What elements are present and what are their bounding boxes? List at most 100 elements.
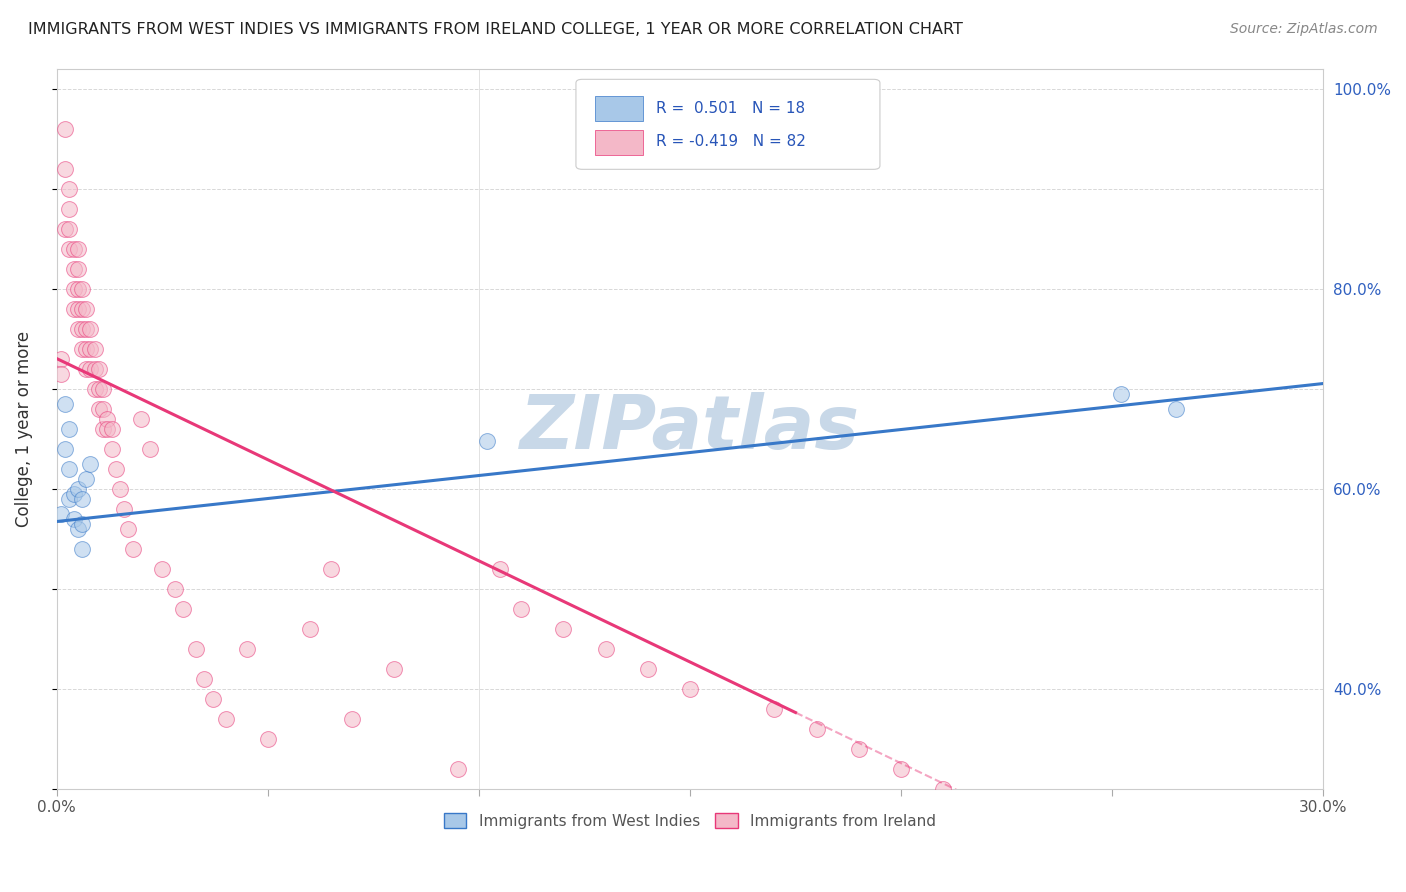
Point	[932, 781, 955, 796]
Point	[763, 701, 786, 715]
Point	[66, 242, 89, 256]
Point	[66, 301, 89, 316]
Text: R =  0.501   N = 18: R = 0.501 N = 18	[655, 101, 804, 116]
Point	[91, 421, 114, 435]
Point	[447, 762, 470, 776]
Point	[70, 491, 93, 506]
Point	[53, 442, 76, 456]
Text: Source: ZipAtlas.com: Source: ZipAtlas.com	[1230, 22, 1378, 37]
Point	[510, 601, 533, 615]
Point	[79, 361, 101, 376]
Point	[75, 342, 97, 356]
Point	[75, 471, 97, 485]
Point	[66, 321, 89, 335]
Point	[112, 501, 135, 516]
Point	[66, 482, 89, 496]
Point	[87, 401, 110, 416]
Point	[298, 622, 321, 636]
Text: IMMIGRANTS FROM WEST INDIES VS IMMIGRANTS FROM IRELAND COLLEGE, 1 YEAR OR MORE C: IMMIGRANTS FROM WEST INDIES VS IMMIGRANT…	[28, 22, 963, 37]
Point	[340, 712, 363, 726]
FancyBboxPatch shape	[576, 79, 880, 169]
Point	[96, 411, 118, 425]
Point	[679, 681, 702, 696]
Point	[62, 261, 84, 276]
Point	[100, 421, 122, 435]
Point	[62, 281, 84, 295]
Point	[91, 401, 114, 416]
Point	[235, 641, 257, 656]
Point	[138, 442, 160, 456]
Point	[53, 121, 76, 136]
Point	[70, 541, 93, 556]
Point	[58, 242, 80, 256]
Point	[117, 522, 139, 536]
Point	[83, 382, 105, 396]
Point	[66, 281, 89, 295]
Point	[70, 321, 93, 335]
Point	[75, 361, 97, 376]
Point	[1249, 881, 1271, 892]
Point	[91, 382, 114, 396]
Point	[66, 261, 89, 276]
Point	[70, 281, 93, 295]
Point	[79, 457, 101, 471]
Point	[1122, 841, 1144, 855]
Point	[87, 361, 110, 376]
Point	[256, 731, 278, 746]
Point	[129, 411, 152, 425]
Point	[53, 161, 76, 176]
Point	[1164, 401, 1187, 416]
Point	[70, 301, 93, 316]
Point	[79, 321, 101, 335]
Point	[58, 221, 80, 235]
Point	[104, 461, 127, 475]
Point	[595, 641, 617, 656]
Point	[58, 202, 80, 216]
Point	[193, 672, 215, 686]
Text: R = -0.419   N = 82: R = -0.419 N = 82	[655, 135, 806, 150]
Point	[79, 342, 101, 356]
Point	[49, 367, 72, 381]
Point	[75, 321, 97, 335]
Point	[201, 691, 224, 706]
Point	[75, 301, 97, 316]
Point	[87, 382, 110, 396]
Point	[62, 486, 84, 500]
Point	[58, 421, 80, 435]
Point	[121, 541, 143, 556]
FancyBboxPatch shape	[595, 129, 643, 155]
Point	[83, 342, 105, 356]
Point	[553, 622, 575, 636]
Point	[214, 712, 236, 726]
Point	[100, 442, 122, 456]
Point	[974, 801, 997, 815]
Legend: Immigrants from West Indies, Immigrants from Ireland: Immigrants from West Indies, Immigrants …	[437, 806, 942, 835]
Point	[108, 482, 131, 496]
Point	[70, 516, 93, 531]
Point	[70, 342, 93, 356]
Point	[62, 242, 84, 256]
Point	[53, 221, 76, 235]
Point	[58, 181, 80, 195]
Point	[384, 661, 406, 675]
Point	[1185, 862, 1208, 876]
Point	[62, 511, 84, 525]
Point	[806, 722, 828, 736]
Point	[96, 421, 118, 435]
Point	[848, 741, 870, 756]
Point	[163, 582, 186, 596]
Point	[477, 434, 499, 448]
FancyBboxPatch shape	[595, 95, 643, 121]
Point	[49, 351, 72, 366]
Point	[49, 507, 72, 521]
Point	[637, 661, 659, 675]
Point	[58, 461, 80, 475]
Point	[62, 301, 84, 316]
Point	[184, 641, 207, 656]
Point	[1059, 822, 1081, 836]
Point	[489, 561, 512, 575]
Point	[319, 561, 342, 575]
Y-axis label: College, 1 year or more: College, 1 year or more	[15, 330, 32, 526]
Text: ZIPatlas: ZIPatlas	[520, 392, 860, 465]
Point	[150, 561, 173, 575]
